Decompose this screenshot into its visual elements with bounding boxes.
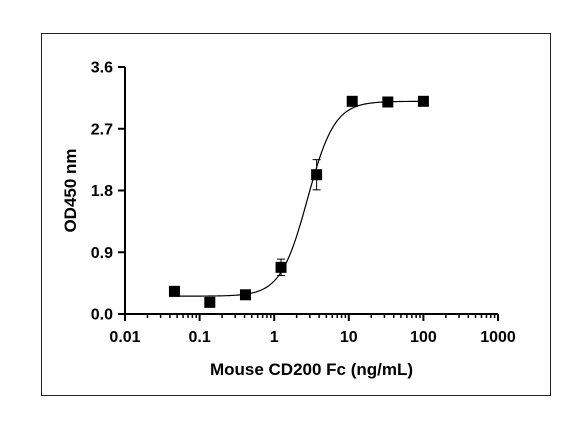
data-point-square xyxy=(275,261,287,273)
y-axis: 0.0 0.9 1.8 2.7 3.6 OD450 nm xyxy=(61,60,126,324)
y-tick-label: 0.0 xyxy=(91,307,113,324)
x-tick-label: 1 xyxy=(270,329,279,346)
y-tick-label: 1.8 xyxy=(91,183,113,200)
x-axis-title: Mouse CD200 Fc (ng/mL) xyxy=(210,360,413,379)
data-point-square xyxy=(346,95,358,107)
y-tick-lines xyxy=(118,66,125,315)
data-point-square xyxy=(168,285,180,297)
x-tick-labels: 0.01 0.1 1 10 100 1000 xyxy=(109,329,515,346)
x-tick-label: 100 xyxy=(410,329,437,346)
data-point-square xyxy=(239,289,251,301)
x-axis: 0.01 0.1 1 10 100 1000 Mouse CD200 Fc (n… xyxy=(109,313,516,379)
data-point-square xyxy=(311,169,323,181)
data-point-square xyxy=(204,296,216,308)
data-point-square xyxy=(417,95,429,107)
y-tick-label: 3.6 xyxy=(91,60,113,77)
y-axis-title: OD450 nm xyxy=(61,148,80,232)
x-tick-label: 0.01 xyxy=(109,329,140,346)
data-point-square xyxy=(382,96,394,108)
x-tick-lines xyxy=(124,314,499,321)
x-tick-label: 0.1 xyxy=(188,329,210,346)
fit-curve xyxy=(169,100,424,297)
x-tick-label: 10 xyxy=(340,329,358,346)
data-points xyxy=(168,95,429,308)
y-tick-label: 2.7 xyxy=(91,121,113,138)
x-tick-label: 1000 xyxy=(480,329,516,346)
y-tick-labels: 0.0 0.9 1.8 2.7 3.6 xyxy=(91,60,113,324)
y-tick-label: 0.9 xyxy=(91,245,113,262)
